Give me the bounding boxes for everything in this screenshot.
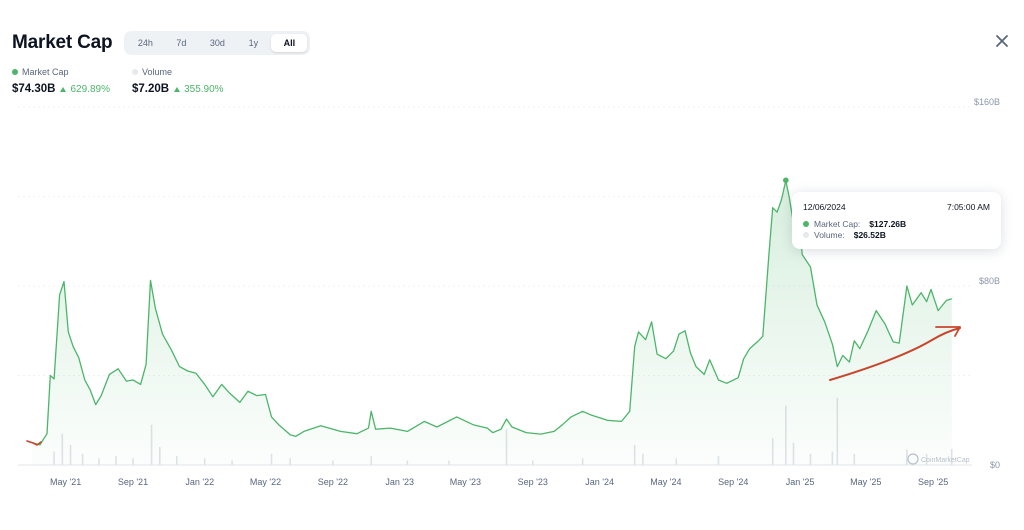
volume-change-text: 355.90%: [184, 84, 224, 95]
chart-tooltip: 12/06/2024 7:05:00 AM Market Cap: $127.2…: [792, 192, 1001, 249]
legend-volume-label: Volume: [142, 67, 173, 77]
x-tick-label: Sep '23: [518, 477, 548, 487]
market-cap-dot-icon: [12, 69, 18, 75]
legend-market-cap[interactable]: Market Cap $74.30B 629.89%: [12, 66, 112, 95]
x-tick-label: Jan '25: [786, 477, 815, 487]
tooltip-volume-value: $26.52B: [853, 230, 886, 240]
annotation-arrow: [829, 327, 961, 381]
x-tick-label: Sep '22: [318, 477, 348, 487]
tooltip-market-cap-label: Market Cap:: [814, 219, 861, 229]
chart-header: Market Cap 24h 7d 30d 1y All: [12, 28, 311, 58]
tab-7d[interactable]: 7d: [176, 38, 187, 48]
market-cap-line: [32, 180, 952, 446]
market-cap-change: 629.89%: [60, 84, 110, 95]
tooltip-market-cap-row: Market Cap: $127.26B: [803, 219, 906, 229]
x-tick-label: Jan '22: [185, 477, 214, 487]
annotation-stroke: [26, 440, 42, 446]
x-tick-label: May '24: [650, 477, 681, 487]
volume-change: 355.90%: [174, 84, 224, 95]
up-triangle-icon: [174, 87, 181, 92]
volume-dot-icon: [803, 232, 809, 238]
tab-1y[interactable]: 1y: [248, 38, 259, 48]
x-tick-label: Jan '24: [585, 477, 614, 487]
chart-legend: Market Cap $74.30B 629.89% Volume $7.20B…: [12, 66, 232, 95]
market-cap-value: $74.30B: [12, 83, 56, 95]
y-tick-label: $0: [990, 460, 1000, 470]
x-tick-label: Sep '24: [718, 477, 748, 487]
tooltip-volume-label: Volume:: [814, 230, 845, 240]
tooltip-market-cap-value: $127.26B: [869, 219, 907, 229]
x-tick-label: Sep '21: [118, 477, 148, 487]
annotation-arrow-head: [935, 326, 961, 337]
time-range-tabs: 24h 7d 30d 1y All: [124, 31, 311, 55]
tab-24h[interactable]: 24h: [137, 38, 153, 48]
x-tick-label: Sep '25: [918, 477, 948, 487]
y-tick-label: $160B: [974, 97, 1000, 107]
market-cap-change-text: 629.89%: [70, 84, 110, 95]
close-icon[interactable]: [994, 33, 1010, 49]
x-tick-label: Jan '23: [385, 477, 414, 487]
tab-all[interactable]: All: [271, 34, 308, 52]
x-tick-label: May '23: [450, 477, 481, 487]
tooltip-date: 12/06/2024: [803, 202, 846, 212]
x-tick-label: May '21: [50, 477, 81, 487]
market-cap-area: [32, 180, 952, 466]
page-title: Market Cap: [12, 32, 113, 53]
tab-30d[interactable]: 30d: [209, 38, 225, 48]
up-triangle-icon: [60, 87, 67, 92]
highlight-point: [783, 177, 789, 184]
watermark-text: CoinMarketCap: [921, 457, 970, 464]
volume-value: $7.20B: [132, 83, 170, 95]
tooltip-time: 7:05:00 AM: [946, 202, 990, 212]
legend-market-cap-label: Market Cap: [22, 67, 69, 77]
tooltip-volume-row: Volume: $26.52B: [803, 230, 886, 240]
volume-dot-icon: [132, 69, 138, 75]
watermark-logo-icon: [907, 453, 919, 465]
legend-volume[interactable]: Volume $7.20B 355.90%: [132, 66, 232, 95]
market-cap-dot-icon: [803, 221, 809, 227]
y-tick-label: $80B: [979, 276, 1000, 286]
x-tick-label: May '22: [250, 477, 281, 487]
x-tick-label: May '25: [850, 477, 881, 487]
